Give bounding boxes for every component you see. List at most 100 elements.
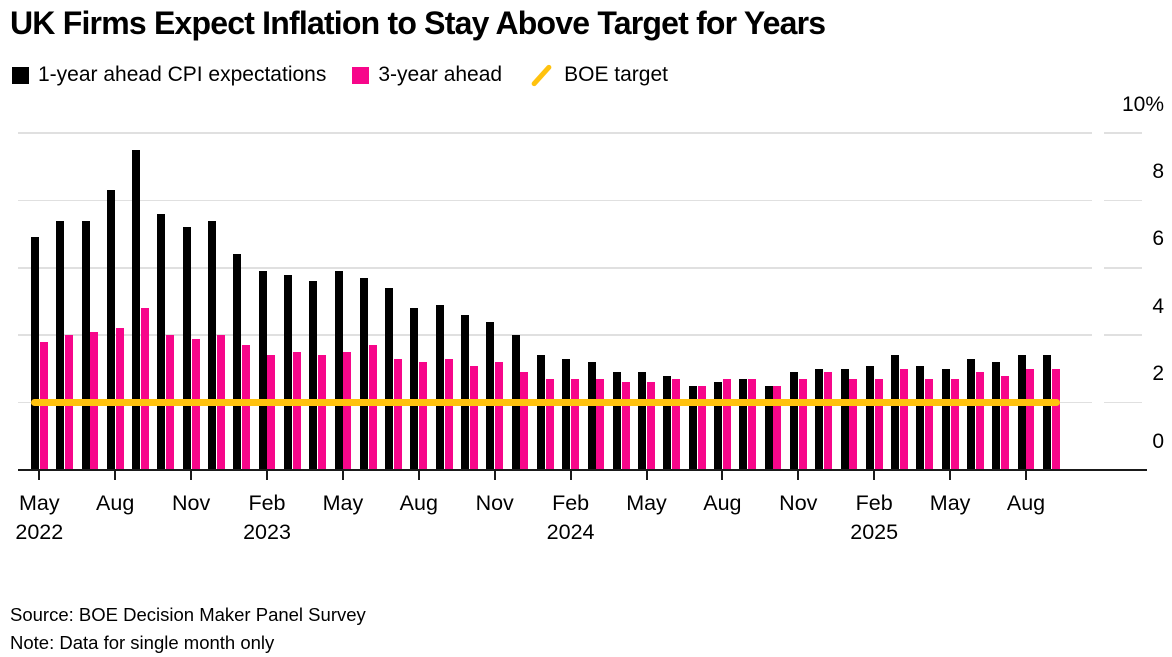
y-axis-tick	[1104, 267, 1142, 269]
x-axis-month-label: Aug	[399, 491, 438, 515]
x-axis-month-label: Feb	[855, 491, 893, 515]
legend-item-1yr: 1-year ahead CPI expectations	[12, 63, 326, 87]
x-axis-month-label: Nov	[171, 491, 211, 515]
bar-3yr	[1026, 368, 1035, 470]
bar-1yr	[562, 358, 571, 470]
bar-3yr	[798, 379, 807, 470]
bar-1yr	[789, 372, 798, 470]
y-axis-label: 4	[1152, 294, 1164, 318]
bar-3yr	[722, 379, 731, 470]
bar-1yr	[359, 277, 368, 470]
bar-1yr	[132, 149, 141, 470]
bar-3yr	[697, 385, 706, 470]
bar-1yr	[739, 379, 748, 470]
bar-1yr	[157, 213, 166, 470]
bar-1yr	[1017, 355, 1026, 470]
x-axis-year-label: 2024	[546, 520, 595, 544]
bar-1yr	[967, 358, 975, 470]
source-text: Source: BOE Decision Maker Panel Survey	[10, 604, 366, 625]
y-axis-label: 10%	[1121, 92, 1164, 116]
bar-1yr	[309, 281, 318, 470]
bar-1yr	[587, 362, 596, 470]
bar-3yr	[520, 372, 529, 470]
bar-3yr	[140, 308, 149, 470]
bar-1yr	[536, 355, 545, 470]
bar-3yr	[849, 379, 858, 470]
bar-1yr	[840, 368, 849, 470]
bar-3yr	[874, 379, 883, 470]
bar-3yr	[925, 379, 934, 470]
x-axis-month-label: Feb	[552, 491, 590, 515]
page-title: UK Firms Expect Inflation to Stay Above …	[10, 5, 826, 41]
bar-3yr	[1051, 368, 1060, 470]
footer: Source: BOE Decision Maker Panel Survey …	[10, 601, 366, 657]
bar-3yr	[621, 382, 630, 470]
bar-3yr	[646, 382, 655, 470]
bar-1yr	[941, 368, 950, 470]
bar-3yr	[899, 368, 908, 470]
bar-1yr	[258, 271, 267, 470]
bar-3yr	[393, 358, 402, 470]
bar-1yr	[486, 321, 495, 470]
note-text: Note: Data for single month only	[10, 632, 275, 653]
bar-3yr	[773, 385, 782, 470]
x-axis-tick	[1025, 470, 1027, 480]
bar-1yr	[891, 355, 900, 470]
bar-1yr	[638, 372, 647, 470]
y-axis-label: 8	[1152, 159, 1164, 183]
target-line	[30, 399, 1060, 407]
legend-1yr-label: 1-year ahead CPI expectations	[38, 63, 327, 86]
bar-1yr	[461, 314, 469, 470]
bar-3yr	[596, 379, 605, 470]
x-axis-month-label: Aug	[96, 491, 135, 515]
gridline	[18, 334, 1092, 336]
bar-1yr	[865, 365, 874, 470]
bar-1yr	[208, 220, 216, 470]
bar-3yr	[950, 379, 959, 470]
x-axis-tick	[341, 470, 344, 480]
bar-1yr	[56, 220, 65, 470]
x-axis-month-label: May	[626, 491, 667, 515]
bar-3yr	[368, 345, 377, 470]
x-axis-month-label: Nov	[779, 491, 818, 515]
legend-target-label: BOE target	[564, 63, 668, 86]
legend-item-3yr: 3-year ahead	[352, 63, 502, 87]
bar-1yr	[916, 365, 925, 470]
bar-1yr	[410, 308, 419, 470]
x-axis-tick	[190, 470, 193, 480]
bar-1yr	[764, 385, 773, 470]
legend: 1-year ahead CPI expectations 3-year ahe…	[12, 63, 668, 87]
y-axis-label: 0	[1152, 429, 1164, 453]
bar-1yr	[714, 382, 722, 470]
x-axis-month-label: May	[929, 491, 971, 515]
bar-1yr	[992, 362, 1001, 470]
bar-3yr	[975, 372, 984, 470]
x-axis-tick	[493, 470, 496, 480]
x-axis-month-label: Feb	[248, 491, 286, 515]
x-axis-tick	[873, 470, 876, 480]
bar-3yr	[444, 358, 453, 470]
bar-1yr	[81, 220, 90, 470]
x-axis-month-label: May	[18, 491, 60, 515]
x-axis-month-label: Nov	[475, 491, 514, 515]
y-axis-tick	[1104, 334, 1142, 336]
legend-item-target: BOE target	[528, 63, 668, 87]
black-square-icon	[12, 66, 29, 84]
x-axis-tick	[114, 470, 117, 480]
legend-3yr-label: 3-year ahead	[378, 63, 503, 86]
y-axis-tick	[1104, 199, 1142, 202]
x-axis-tick	[38, 470, 41, 480]
x-axis-year-label: 2022	[15, 520, 64, 544]
bar-3yr	[571, 379, 579, 470]
bar-3yr	[242, 345, 251, 470]
x-axis-month-label: May	[322, 491, 364, 515]
bar-1yr	[334, 271, 343, 470]
bar-3yr	[318, 355, 326, 470]
bar-1yr	[815, 368, 824, 470]
bar-3yr	[292, 352, 301, 470]
x-axis-tick	[569, 470, 572, 480]
x-axis-tick	[417, 470, 420, 480]
bar-3yr	[545, 379, 554, 470]
